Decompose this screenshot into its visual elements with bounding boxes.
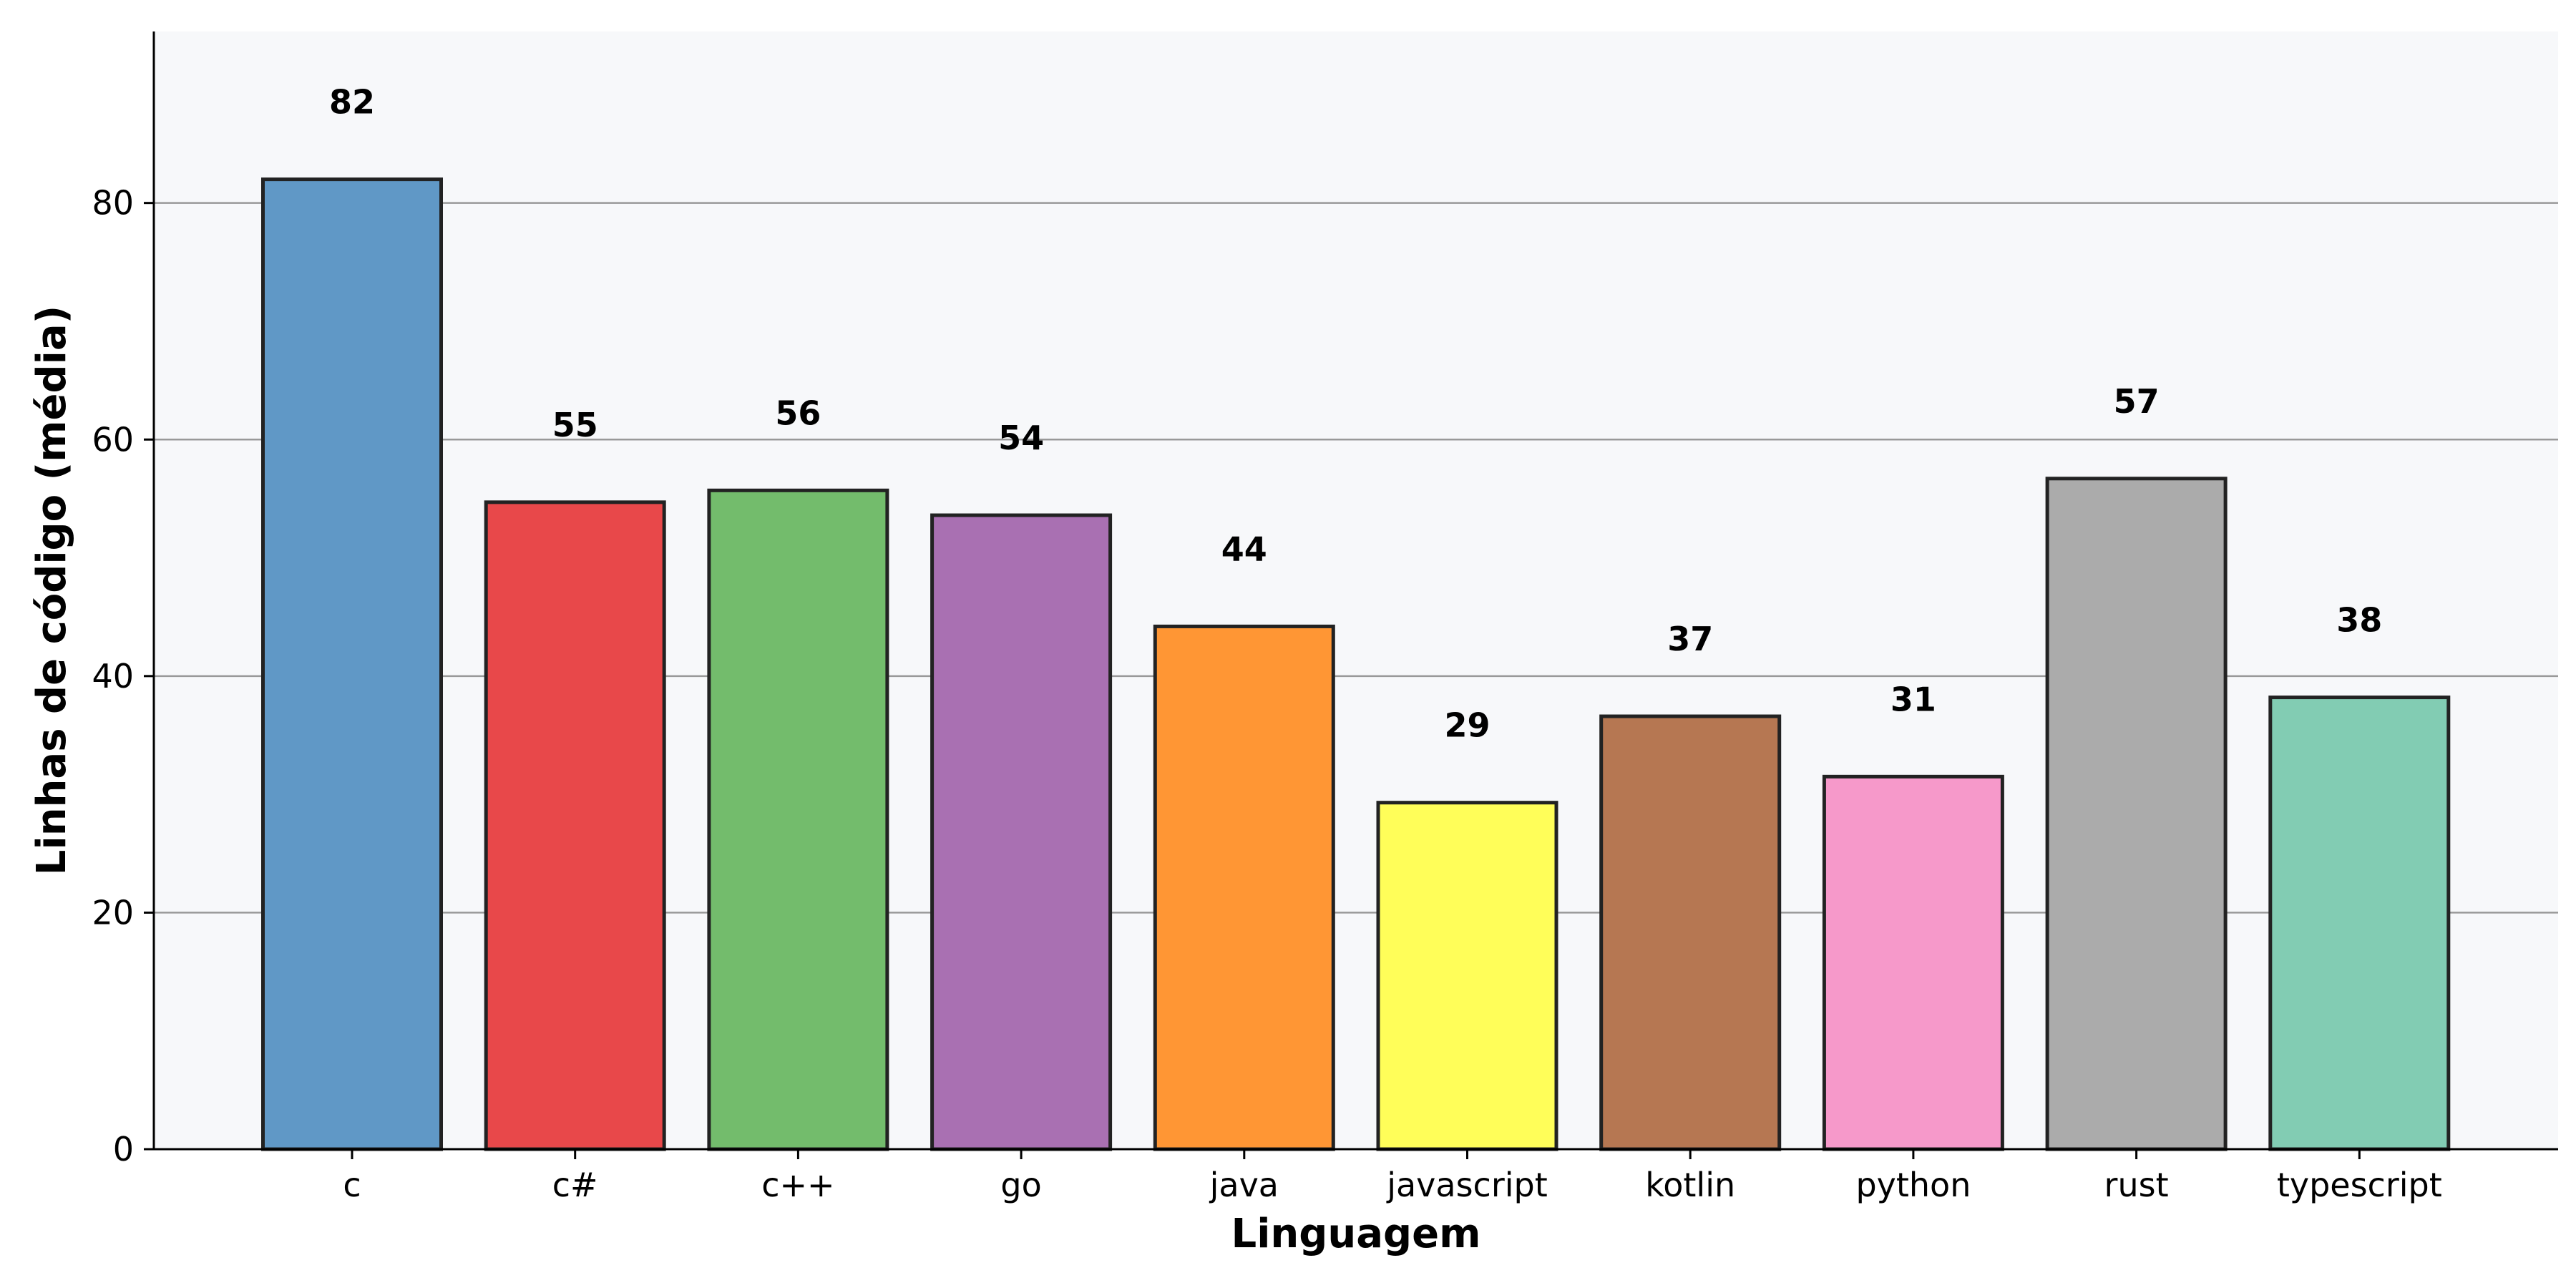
x-tick-label-kotlin: kotlin: [1645, 1166, 1735, 1204]
y-tick-label: 40: [92, 657, 134, 696]
data-label-python: 31: [1890, 680, 1936, 718]
bar-kotlin: [1599, 714, 1782, 1151]
bar-python: [1822, 774, 2004, 1151]
x-axis-title: Linguagem: [1231, 1211, 1481, 1257]
y-tick-label: 80: [92, 184, 134, 223]
data-label-rust: 57: [2114, 382, 2160, 421]
data-label-javascript: 29: [1444, 706, 1490, 745]
x-tick-label-python: python: [1855, 1166, 1971, 1204]
y-tick-label: 20: [92, 893, 134, 932]
bar-java: [1153, 624, 1335, 1151]
x-tick-label-go: go: [1000, 1166, 1041, 1204]
y-axis-title: Linhas de código (média): [29, 306, 75, 875]
x-ticks: c c# c++ go java javascript kotlin python rust ty…: [343, 1149, 2442, 1204]
data-label-c#: 55: [552, 406, 598, 444]
bar-c++: [707, 488, 889, 1151]
data-label-c++: 56: [775, 394, 821, 432]
data-label-typescript: 38: [2336, 601, 2382, 640]
bar-c#: [484, 500, 666, 1151]
x-tick-label-java: java: [1209, 1166, 1279, 1204]
bar-rust: [2045, 477, 2228, 1151]
x-tick-label-c: c: [343, 1166, 361, 1204]
y-tick-label: 0: [113, 1130, 134, 1169]
bars: [261, 177, 2451, 1151]
bar-go: [930, 513, 1113, 1151]
bar-typescript: [2268, 696, 2451, 1151]
data-label-kotlin: 37: [1667, 620, 1713, 658]
data-label-java: 44: [1221, 530, 1267, 568]
x-tick-label-javascript: javascript: [1386, 1166, 1548, 1204]
x-tick-label-c#: c#: [552, 1166, 598, 1204]
x-tick-label-rust: rust: [2104, 1166, 2169, 1204]
data-label-c: 82: [329, 83, 375, 122]
x-tick-label-typescript: typescript: [2277, 1166, 2442, 1204]
data-labels: 82 55 56 54 44 29 37 31 57 38: [329, 83, 2382, 745]
bar-javascript: [1376, 801, 1558, 1151]
y-ticks: 0 20 40 60 80: [92, 184, 154, 1169]
data-label-go: 54: [998, 419, 1044, 457]
y-tick-label: 60: [92, 420, 134, 459]
x-tick-label-c++: c++: [761, 1166, 834, 1204]
bar-c: [261, 177, 443, 1151]
